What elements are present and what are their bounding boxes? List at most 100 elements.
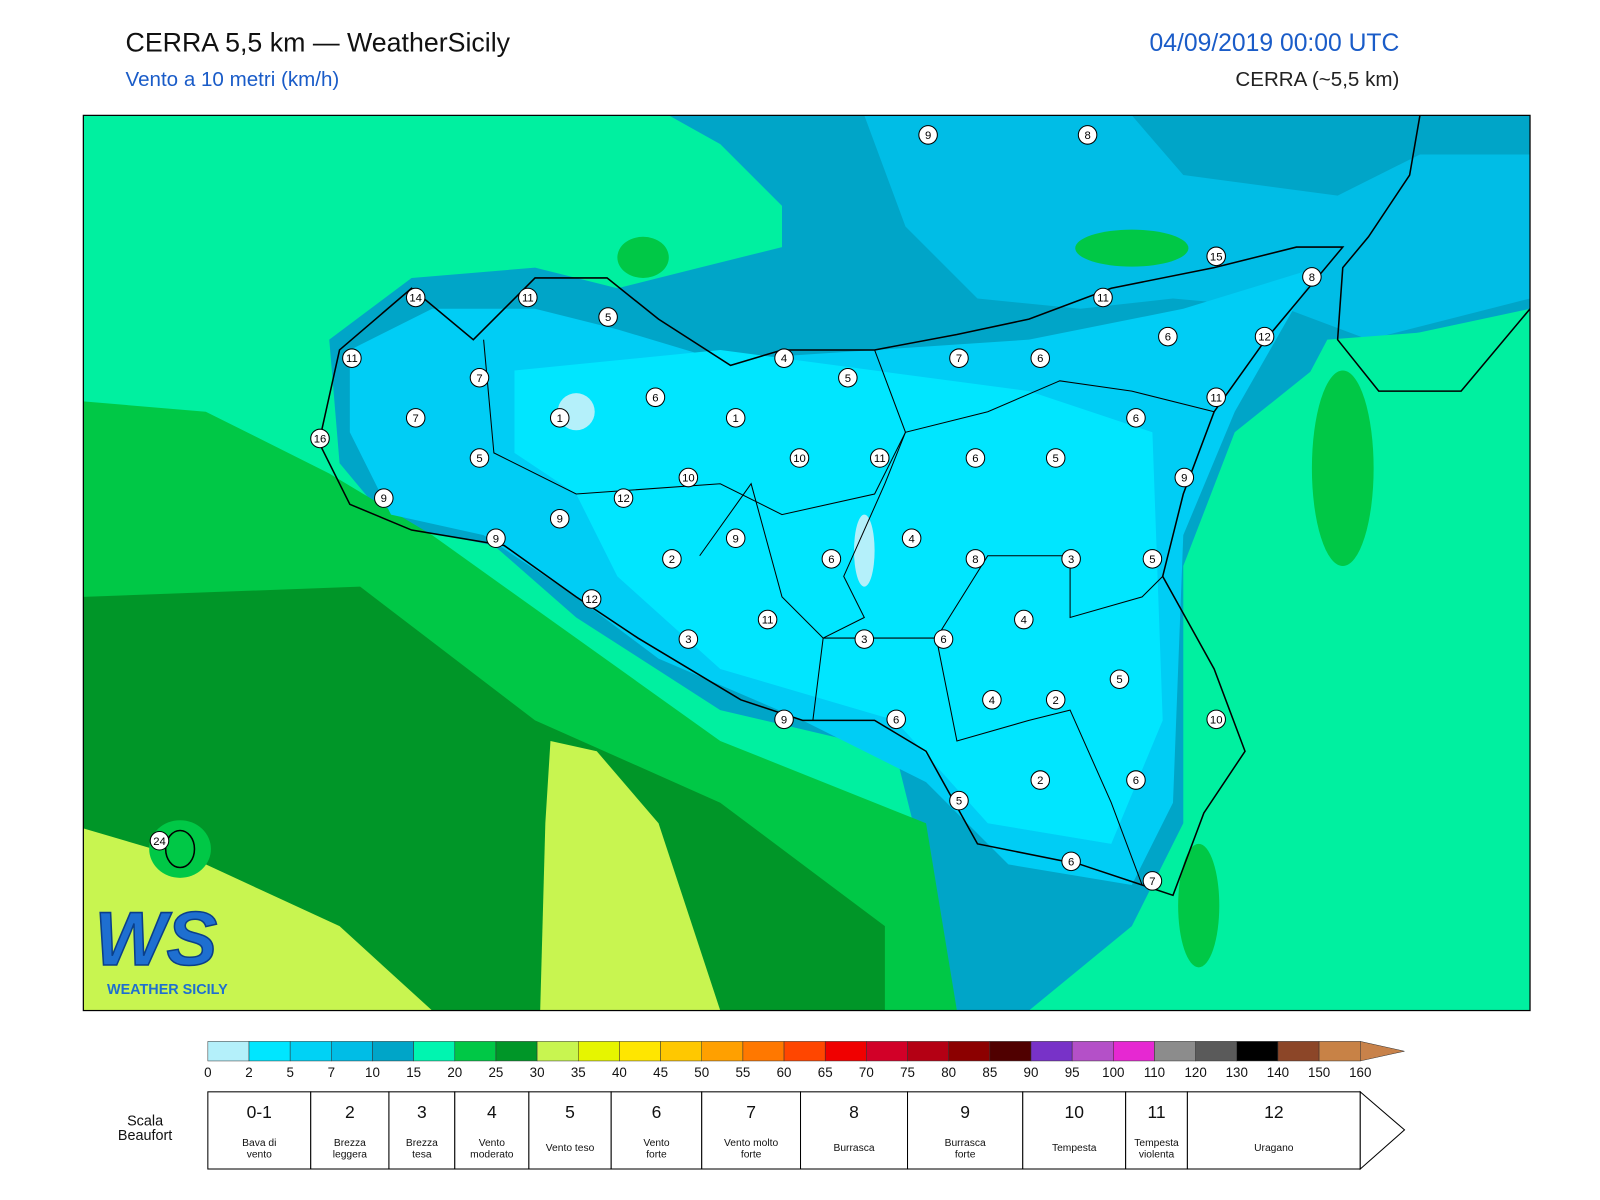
station-value: 6: [1133, 775, 1139, 787]
beaufort-description: Tempesta: [1134, 1138, 1179, 1149]
beaufort-force: 12: [1264, 1102, 1283, 1122]
beaufort-description: violenta: [1139, 1149, 1175, 1160]
colorbar-bin: [948, 1041, 991, 1062]
station-marker: [149, 830, 170, 851]
datetime: 04/09/2019 00:00 UTC: [1150, 30, 1400, 57]
beaufort-force: 2: [345, 1102, 355, 1122]
station-marker: [549, 508, 570, 529]
station-value: 5: [605, 312, 611, 324]
station-marker: [965, 549, 986, 569]
colorbar-bin: [1071, 1041, 1114, 1062]
station-marker: [549, 408, 570, 428]
station-value: 11: [1210, 392, 1222, 404]
beaufort-force: 8: [849, 1102, 859, 1122]
station-marker: [1109, 669, 1130, 690]
colorbar-tick-label: 140: [1267, 1065, 1289, 1080]
station-marker: [581, 589, 602, 609]
colorbar-bin: [824, 1041, 867, 1062]
colorbar-tick-label: 50: [694, 1065, 709, 1080]
station-marker: [838, 367, 858, 388]
station-marker: [774, 348, 794, 368]
station-marker: [1174, 467, 1195, 488]
station-value: 6: [972, 453, 978, 465]
colorbar-tick-label: 130: [1226, 1065, 1248, 1080]
colorbar-tick-label: 120: [1184, 1065, 1206, 1080]
colorbar-tick-label: 2: [245, 1065, 252, 1080]
station-marker: [1206, 709, 1226, 730]
station-value: 11: [1097, 293, 1109, 305]
station-marker: [1158, 326, 1178, 347]
station-marker: [854, 629, 875, 649]
station-value: 7: [956, 353, 962, 365]
station-marker: [821, 549, 842, 569]
colorbar-tick-label: 0: [204, 1065, 211, 1080]
beaufort-cell: [907, 1091, 1024, 1170]
station-marker: [645, 387, 666, 408]
station-value: 6: [1165, 332, 1171, 344]
station-marker: [774, 709, 794, 730]
colorbar-tick-label: 45: [653, 1065, 668, 1080]
logo-name: WEATHER SICILY: [107, 982, 228, 998]
station-value: 4: [1021, 615, 1027, 627]
station-marker: [486, 528, 506, 549]
colorbar-tick-label: 90: [1024, 1065, 1039, 1080]
beaufort-description: Bava di: [242, 1138, 276, 1149]
colorbar-tick-label: 85: [982, 1065, 997, 1080]
beaufort-cell: [1186, 1091, 1361, 1170]
beaufort-arrow: [1359, 1090, 1406, 1171]
station-marker: [342, 348, 362, 368]
station-value: 1: [733, 413, 739, 425]
beaufort-description: leggera: [333, 1149, 368, 1160]
colorbar-tick-label: 60: [777, 1065, 792, 1080]
colorbar-bin: [742, 1041, 785, 1062]
beaufort-force: 3: [417, 1102, 427, 1122]
colorbar-tick-label: 70: [859, 1065, 874, 1080]
colorbar-bin: [372, 1041, 414, 1062]
colorbar-bin: [578, 1041, 620, 1062]
station-marker: [598, 307, 618, 327]
beaufort-description: Vento teso: [546, 1143, 595, 1154]
beaufort-description: Brezza: [406, 1138, 438, 1149]
station-marker: [1206, 387, 1226, 408]
station-value: 9: [733, 533, 739, 545]
station-value: 9: [381, 493, 387, 505]
station-marker: [310, 428, 330, 449]
station-value: 4: [989, 695, 995, 707]
station-marker: [613, 488, 634, 508]
station-value: 6: [940, 634, 946, 646]
station-value: 2: [1037, 775, 1043, 787]
station-value: 6: [893, 714, 899, 726]
station-value: 8: [1309, 272, 1315, 284]
station-value: 6: [652, 392, 658, 404]
beaufort-description: Tempesta: [1052, 1143, 1097, 1154]
station-value: 7: [476, 373, 482, 385]
colorbar-bin: [454, 1041, 497, 1062]
station-value: 2: [1053, 695, 1059, 707]
beaufort-description: Brezza: [334, 1138, 366, 1149]
station-value: 5: [956, 796, 962, 808]
station-marker: [1061, 851, 1081, 872]
station-marker: [949, 348, 969, 368]
beaufort-force: 4: [487, 1102, 497, 1122]
beaufort-cell: [1125, 1091, 1188, 1170]
station-marker: [1061, 549, 1081, 569]
station-marker: [1014, 609, 1034, 630]
colorbar-tick-label: 15: [406, 1065, 421, 1080]
station-value: 6: [1037, 353, 1043, 365]
station-value: 9: [925, 130, 931, 142]
colorbar-tick-label: 160: [1349, 1065, 1371, 1080]
station-value: 10: [1210, 714, 1223, 726]
station-value: 5: [1053, 453, 1059, 465]
station-value: 5: [1116, 674, 1122, 686]
colorbar-tick-label: 25: [489, 1065, 504, 1080]
colorbar-tick-label: 30: [530, 1065, 545, 1080]
station-value: 10: [793, 453, 806, 465]
colorbar-bin: [1030, 1041, 1073, 1062]
station-marker: [1077, 125, 1098, 145]
station-marker: [469, 367, 490, 388]
station-value: 12: [617, 493, 630, 505]
colorbar-bin: [989, 1041, 1032, 1062]
beaufort-cell: [388, 1091, 456, 1170]
station-marker: [678, 467, 699, 488]
beaufort-description: vento: [247, 1149, 272, 1160]
